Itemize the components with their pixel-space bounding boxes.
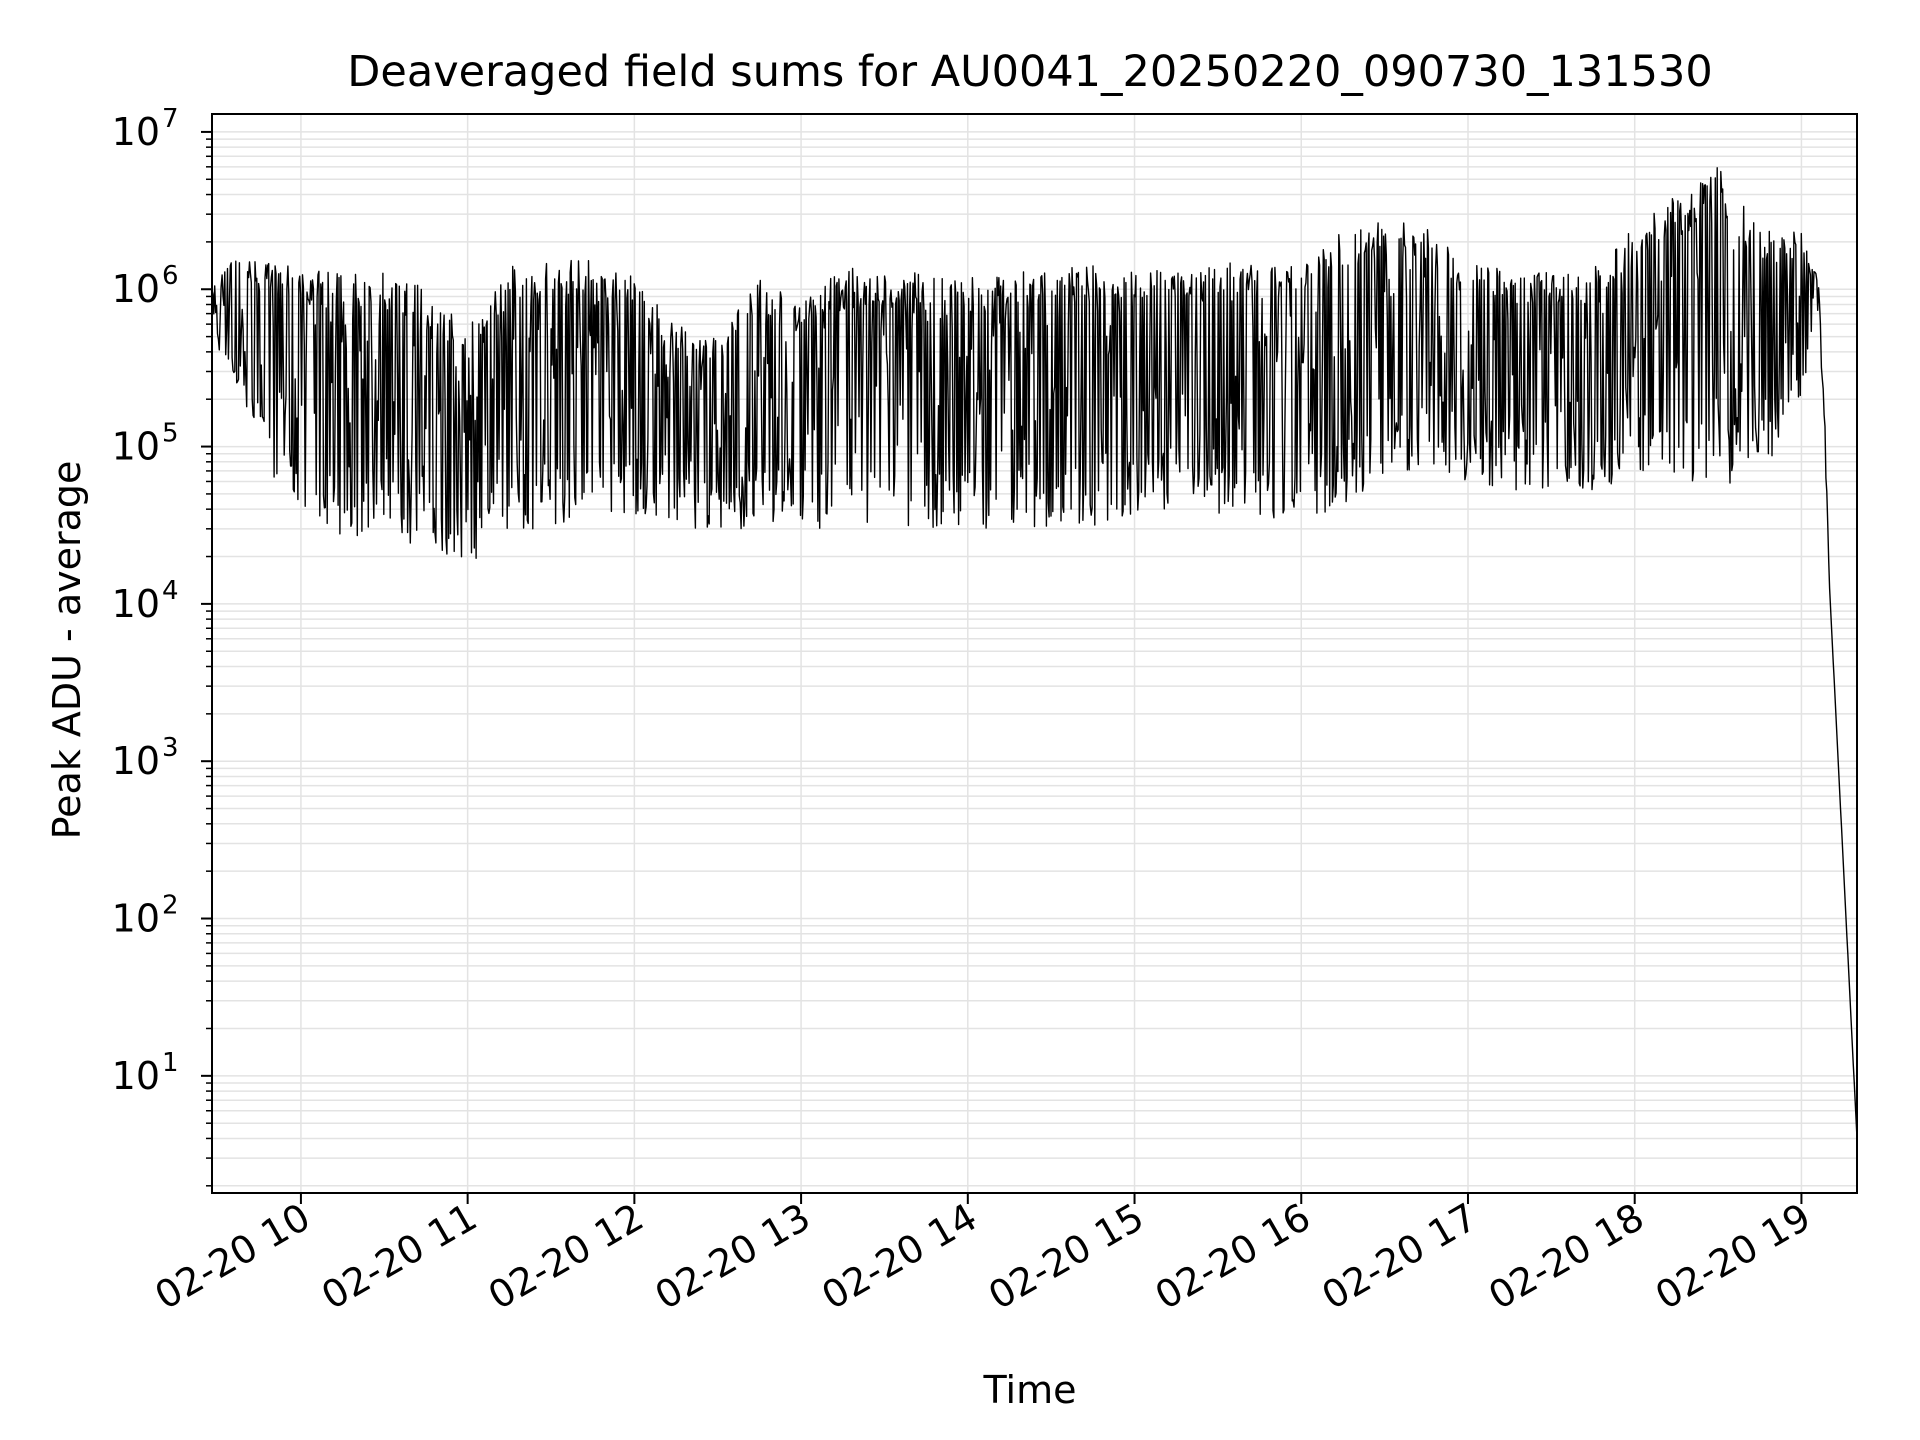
y-tick-label: 10 [112,897,160,941]
series-line [211,167,1858,1139]
plot-frame [211,113,1858,1194]
y-tick-label: 10 [112,267,160,311]
x-axis-label: Time [983,1368,1077,1412]
y-tick-label-exponent: 5 [162,419,179,449]
y-tick-label-exponent: 3 [162,733,179,763]
y-axis-label: Peak ADU - average [45,461,89,840]
y-tick-label: 10 [112,425,160,469]
series-layer [211,167,1858,1139]
y-tick-label-exponent: 1 [162,1048,179,1078]
y-tick-label: 10 [112,739,160,783]
chart-title: Deaveraged field sums for AU0041_2025022… [347,47,1712,97]
y-tick-label-exponent: 2 [162,891,179,921]
y-tick-label: 10 [112,582,160,626]
y-tick-label-exponent: 7 [162,104,179,134]
y-tick-label: 10 [112,110,160,154]
y-tick-label-exponent: 4 [162,576,179,606]
minor-grid [212,138,1857,1187]
y-tick-label: 10 [112,1054,160,1098]
y-tick-label-exponent: 6 [162,261,179,291]
